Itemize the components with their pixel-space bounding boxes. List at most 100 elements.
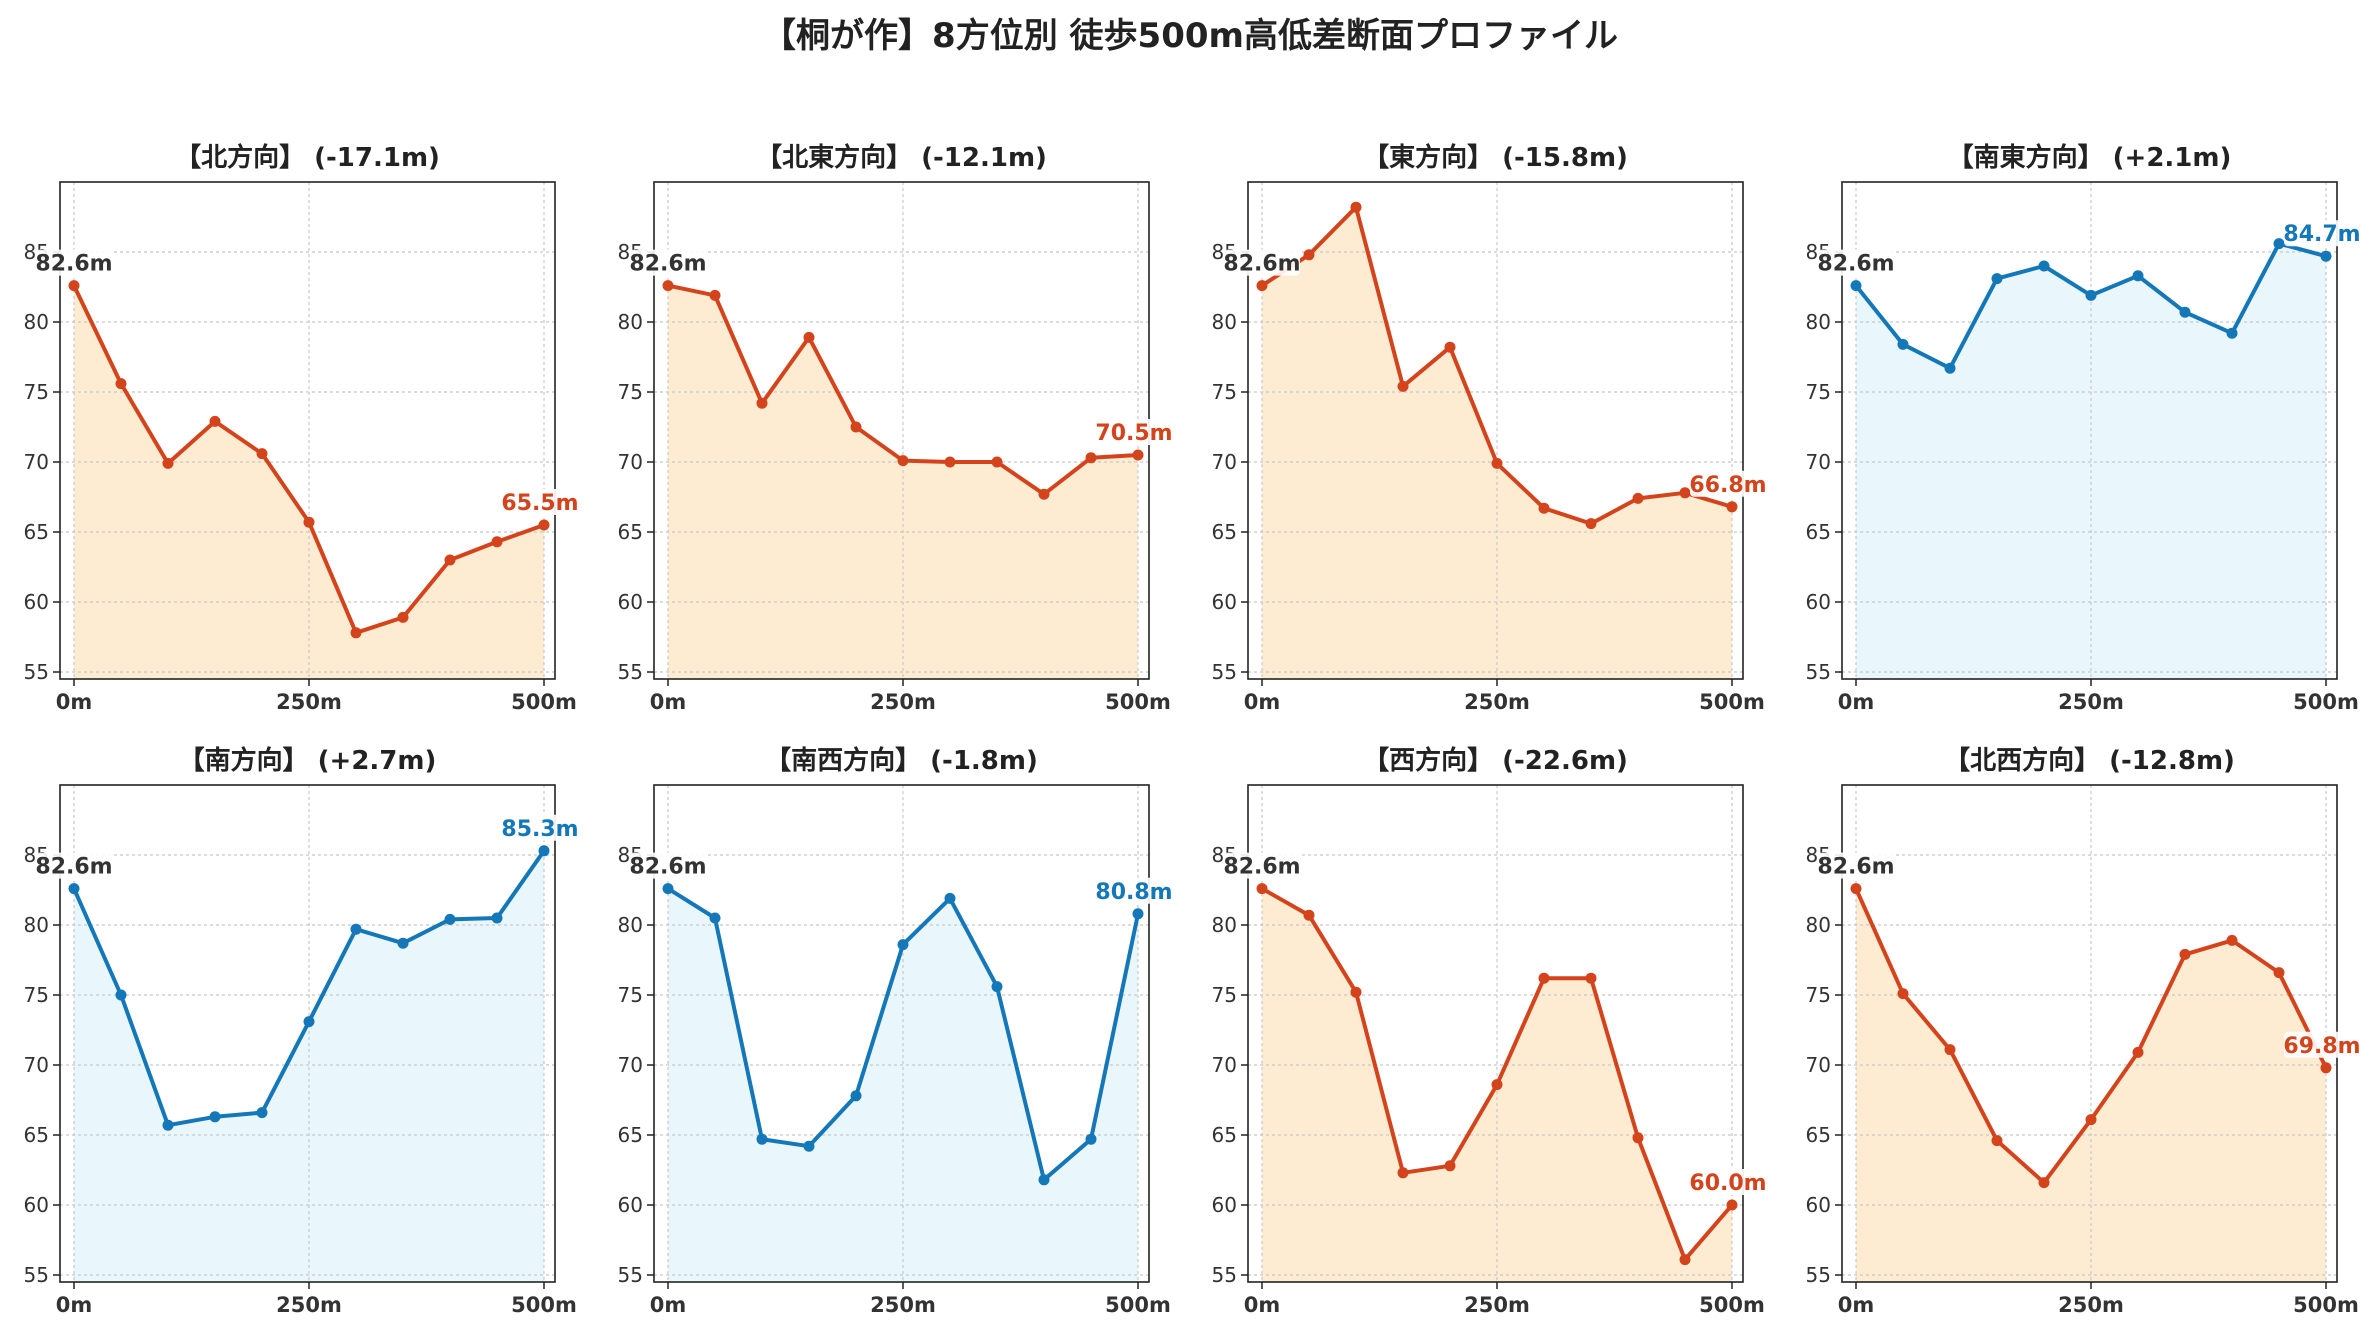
- data-point: [2038, 1177, 2050, 1189]
- data-point: [1038, 488, 1050, 500]
- data-point: [162, 457, 174, 469]
- data-point: [1944, 1044, 1956, 1056]
- x-tick-label: 0m: [1244, 690, 1281, 714]
- y-tick-label: 75: [1212, 380, 1237, 404]
- data-point: [1991, 1135, 2003, 1147]
- end-label-box: [1690, 1169, 1766, 1195]
- y-tick-label: 65: [1806, 1123, 1831, 1147]
- data-point: [68, 883, 80, 895]
- x-tick-label: 250m: [2058, 1293, 2124, 1317]
- x-tick-label: 250m: [1464, 1293, 1530, 1317]
- x-tick-label: 0m: [650, 690, 687, 714]
- data-point: [1585, 972, 1597, 984]
- data-point: [1679, 1254, 1691, 1266]
- end-label: 69.8m: [2283, 1034, 2360, 1059]
- data-point: [1679, 487, 1691, 499]
- y-tick-label: 65: [1806, 520, 1831, 544]
- data-point: [1397, 1167, 1409, 1179]
- data-point: [2273, 238, 2285, 250]
- data-point: [115, 378, 127, 390]
- x-tick-label: 250m: [276, 690, 342, 714]
- start-label-box: [630, 852, 706, 879]
- panel-title: 【南西方向】 (-1.8m): [765, 745, 1038, 776]
- data-point: [756, 1133, 768, 1145]
- page-title: 【桐が作】8方位別 徒歩500m高低差断面プロファイル: [762, 16, 1618, 56]
- area-fill: [1262, 207, 1732, 679]
- data-point: [1303, 249, 1315, 261]
- y-tick-label: 60: [1212, 590, 1237, 614]
- data-point: [256, 448, 268, 460]
- data-point: [897, 939, 909, 951]
- x-tick-label: 0m: [1244, 1293, 1281, 1317]
- data-point: [1991, 273, 2003, 285]
- end-label-box: [502, 489, 578, 515]
- data-point: [1850, 883, 1862, 895]
- y-tick-label: 65: [1212, 1123, 1237, 1147]
- data-point: [1350, 986, 1362, 998]
- data-point: [1538, 502, 1550, 514]
- y-tick-label: 70: [24, 1053, 49, 1077]
- data-point: [1897, 988, 1909, 1000]
- data-point: [1038, 1174, 1050, 1186]
- x-tick-label: 500m: [1699, 1293, 1765, 1317]
- data-point: [1944, 362, 1956, 374]
- data-point: [1444, 341, 1456, 353]
- y-tick-label: 55: [618, 660, 643, 684]
- y-tick-label: 65: [618, 520, 643, 544]
- data-point: [709, 912, 721, 924]
- data-point: [1444, 1160, 1456, 1172]
- area-fill: [1856, 888, 2326, 1282]
- end-label-box: [1096, 877, 1172, 904]
- panel-title: 【北東方向】 (-12.1m): [756, 142, 1047, 173]
- end-label: 84.7m: [2283, 222, 2360, 247]
- y-tick-label: 55: [618, 1263, 643, 1287]
- data-point: [1132, 908, 1144, 920]
- start-label-box: [1224, 852, 1300, 879]
- y-tick-label: 80: [24, 310, 49, 334]
- data-point: [850, 1090, 862, 1102]
- y-tick-label: 60: [1806, 590, 1831, 614]
- y-tick-label: 75: [24, 983, 49, 1007]
- data-point: [897, 455, 909, 467]
- data-point: [1491, 457, 1503, 469]
- y-tick-label: 80: [1212, 310, 1237, 334]
- y-tick-label: 60: [1806, 1193, 1831, 1217]
- panel-title: 【西方向】 (-22.6m): [1363, 745, 1628, 776]
- plot-frame: [1247, 181, 1744, 680]
- y-tick-label: 60: [24, 1193, 49, 1217]
- data-point: [444, 913, 456, 925]
- data-point: [1303, 909, 1315, 921]
- y-tick-label: 55: [24, 660, 49, 684]
- data-point: [538, 519, 550, 531]
- y-tick-label: 80: [1212, 913, 1237, 937]
- data-point: [1726, 1199, 1738, 1211]
- data-point: [2320, 250, 2332, 262]
- data-point: [1632, 1132, 1644, 1144]
- end-label-box: [1096, 419, 1172, 445]
- data-point: [2132, 270, 2144, 282]
- start-label-box: [630, 249, 706, 276]
- data-point: [491, 912, 503, 924]
- data-point: [1897, 338, 1909, 350]
- data-point: [2132, 1046, 2144, 1058]
- x-tick-label: 0m: [650, 1293, 687, 1317]
- x-tick-label: 500m: [2293, 690, 2359, 714]
- data-point: [991, 456, 1003, 468]
- y-tick-label: 70: [1212, 450, 1237, 474]
- x-tick-label: 500m: [1105, 690, 1171, 714]
- start-label-box: [36, 852, 112, 879]
- y-tick-label: 65: [618, 1123, 643, 1147]
- data-point: [1585, 518, 1597, 530]
- panel-title: 【南方向】 (+2.7m): [179, 745, 437, 776]
- y-tick-label: 70: [618, 1053, 643, 1077]
- data-point: [1085, 452, 1097, 464]
- data-point: [709, 289, 721, 301]
- data-point: [2226, 934, 2238, 946]
- data-point: [1538, 972, 1550, 984]
- y-tick-label: 75: [1212, 983, 1237, 1007]
